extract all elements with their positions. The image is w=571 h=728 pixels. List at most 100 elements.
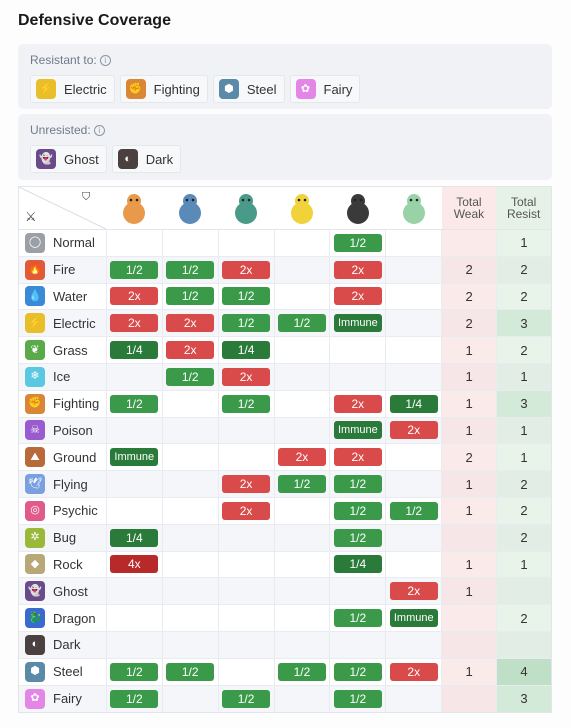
table-body: ◯ Normal 1/2 1 🔥 Fire 1/2 1/2 2x 2x 2 2 💧 Water 2x 1/2 1…: [19, 230, 551, 713]
matchup-cell: [385, 444, 441, 471]
table-row: 🐉 Dragon 1/2 Immune 2: [19, 605, 551, 632]
row-type-ground: ⛰ Ground: [19, 444, 106, 470]
matchup-cell: 2x: [217, 256, 274, 283]
total-weak-cell: 2: [441, 283, 497, 310]
resistant-label-text: Resistant to:: [30, 53, 97, 67]
matchup-cell: 1/2: [217, 685, 274, 713]
matchup-cell: 1/2: [329, 685, 385, 713]
row-type-label: Rock: [53, 556, 83, 572]
gardevoir-sprite[interactable]: [386, 187, 442, 229]
rock-icon: ◆: [25, 554, 45, 575]
matchup-cell: 2x: [329, 256, 385, 283]
matchup-cell: 2x: [273, 444, 330, 471]
row-type-label: Ghost: [53, 583, 88, 599]
matchup-cell: 1/2: [329, 497, 385, 524]
matchup-badge: 1/4: [222, 341, 271, 360]
table-row: 🕊 Flying 2x 1/2 1/2 1 2: [19, 471, 551, 498]
matchup-cell: Immune: [329, 417, 385, 444]
matchup-cell: 1/2: [385, 497, 441, 524]
matchup-cell: [273, 497, 330, 524]
matchup-cell: [161, 551, 218, 578]
matchup-cell: 1/4: [385, 390, 441, 417]
matchup-badge: 1/2: [110, 260, 159, 279]
type-chip-fairy[interactable]: ✿ Fairy: [289, 75, 361, 103]
info-icon[interactable]: i: [93, 125, 105, 136]
matchup-cell: [217, 658, 274, 685]
matchup-badge: 2x: [166, 314, 215, 333]
total-weak-cell: 1: [441, 337, 497, 363]
matchup-cell: [161, 631, 218, 658]
matchup-cell: [273, 578, 330, 605]
steel-icon: ⬢: [218, 79, 239, 99]
type-chip-fighting[interactable]: ✊ Fighting: [119, 75, 208, 103]
matchup-cell: 2x: [329, 444, 385, 471]
total-resist-cell: 2: [496, 497, 551, 524]
table-row: ✊ Fighting 1/2 1/2 2x 1/4 1 3: [19, 390, 551, 418]
matchup-cell: [105, 363, 162, 390]
bug-icon: ✲: [25, 527, 45, 548]
matchup-badge: 1/2: [333, 475, 382, 494]
row-type-fire: 🔥 Fire: [19, 257, 106, 283]
matchup-cell: 1/2: [273, 310, 330, 337]
matchup-cell: 1/2: [161, 283, 218, 310]
total-resist-cell: 1: [496, 444, 551, 471]
matchup-badge: 1/2: [166, 367, 215, 386]
matchup-cell: Immune: [385, 605, 441, 631]
matchup-cell: [105, 497, 162, 524]
row-type-label: Fire: [53, 262, 76, 278]
type-chip-steel[interactable]: ⬢ Steel: [212, 75, 285, 103]
info-icon[interactable]: i: [99, 55, 111, 66]
matchup-cell: [161, 471, 218, 497]
type-chip-ghost[interactable]: 👻 Ghost: [30, 145, 107, 173]
matchup-cell: [329, 363, 385, 390]
shield-icon: ⛉: [82, 191, 91, 203]
matchup-cell: 1/2: [329, 230, 385, 256]
matchup-cell: 2x: [105, 310, 162, 337]
row-type-dark: ◐ Dark: [19, 632, 106, 658]
dark-icon: ◐: [25, 634, 45, 655]
pikachu-sprite[interactable]: [274, 187, 330, 229]
total-resist-cell: 1: [496, 230, 551, 256]
matchup-cell: [161, 578, 218, 605]
total-weak-cell: 1: [441, 551, 497, 578]
matchup-cell: [105, 605, 162, 631]
row-type-fairy: ✿ Fairy: [19, 686, 106, 713]
swords-icon: ⚔: [25, 209, 37, 224]
ground-icon: ⛰: [25, 447, 45, 468]
matchup-cell: [273, 256, 330, 283]
matchup-badge: Immune: [389, 609, 438, 628]
matchup-badge: 2x: [333, 448, 382, 467]
matchup-badge: 2x: [389, 582, 438, 601]
row-type-label: Bug: [53, 530, 77, 546]
table-row: 🔥 Fire 1/2 1/2 2x 2x 2 2: [19, 256, 551, 284]
matchup-cell: 1/2: [217, 283, 274, 310]
matchup-cell: [217, 578, 274, 605]
matchup-cell: 2x: [217, 471, 274, 497]
pokemon-headers: [106, 187, 442, 229]
type-chip-label: Electric: [64, 81, 107, 97]
blastoise-sprite[interactable]: [162, 187, 218, 229]
total-resist-cell: 3: [496, 310, 551, 337]
type-chip-electric[interactable]: ⚡ Electric: [30, 75, 115, 103]
honchkrow-sprite[interactable]: [330, 187, 386, 229]
total-resist-cell: [496, 631, 551, 658]
matchup-cell: [273, 337, 330, 363]
row-type-psychic: ◎ Psychic: [19, 498, 106, 524]
charizard-sprite[interactable]: [106, 187, 162, 229]
matchup-cell: [161, 524, 218, 551]
total-resist-cell: 1: [496, 417, 551, 444]
matchup-badge: 2x: [333, 394, 382, 413]
matchup-cell: [385, 471, 441, 497]
matchup-cell: [385, 337, 441, 363]
matchup-badge: 1/2: [333, 233, 382, 252]
total-resist-cell: 3: [496, 390, 551, 417]
venusaur-sprite[interactable]: [218, 187, 274, 229]
matchup-cell: [217, 524, 274, 551]
row-type-label: Dragon: [53, 610, 96, 626]
row-type-rock: ◆ Rock: [19, 552, 106, 578]
type-chip-dark[interactable]: ◐ Dark: [111, 145, 182, 173]
dark-icon: ◐: [117, 149, 138, 169]
matchup-cell: [161, 390, 218, 417]
matchup-badge: 2x: [389, 662, 438, 681]
ghost-icon: 👻: [36, 149, 56, 169]
